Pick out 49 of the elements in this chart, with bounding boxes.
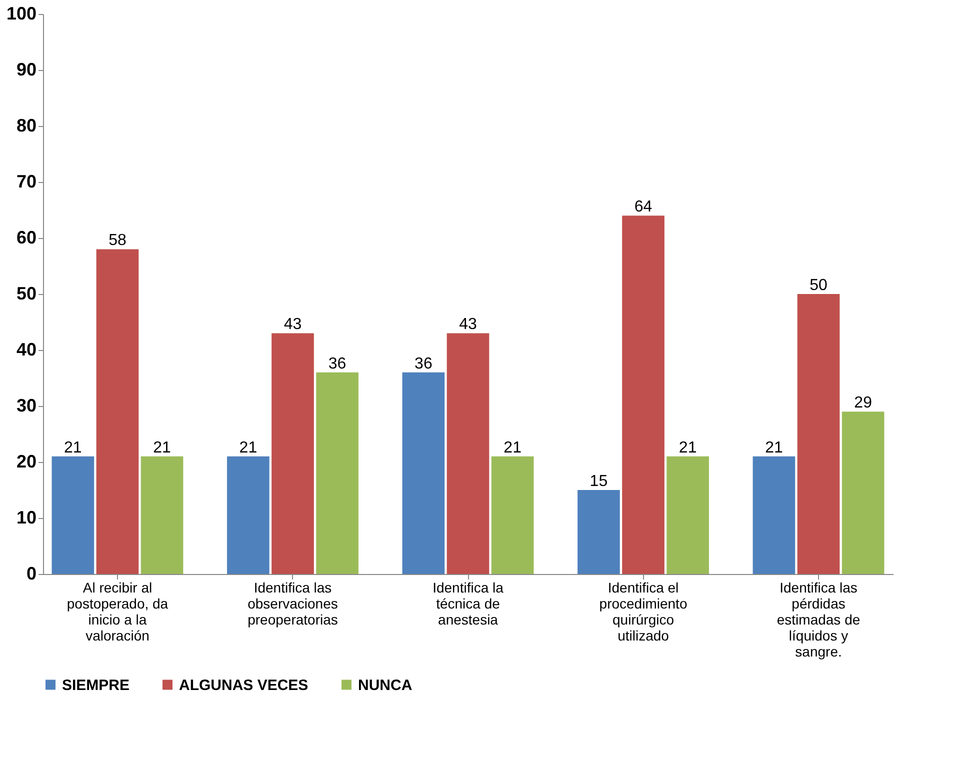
y-tick-label: 90	[16, 60, 36, 80]
x-tick-label: Identifica el procedimiento quirúrgico utilizado	[599, 580, 688, 644]
bar	[666, 456, 709, 574]
data-label: 21	[678, 439, 697, 456]
data-label: 43	[284, 316, 302, 334]
data-label: 58	[108, 232, 126, 250]
x-tick-label: Al recibir al postoperado, da inicio a la valoración	[66, 580, 168, 644]
bar	[140, 456, 184, 574]
data-label: 43	[459, 316, 477, 334]
bar	[272, 333, 314, 574]
bar	[52, 456, 94, 574]
data-label: 36	[414, 355, 432, 372]
bar	[446, 333, 490, 574]
data-label: 64	[634, 198, 652, 216]
x-tick-label: Identifica las pérdidas estimadas de líquidos y sangre.	[776, 580, 860, 660]
legend-label: ALGUNAS VECES	[179, 676, 308, 694]
x-tick-label: Identifica la técnica de anestesia	[432, 580, 504, 628]
bar	[316, 372, 358, 574]
data-label: 21	[765, 439, 783, 456]
y-tick-label: 50	[16, 284, 36, 304]
data-label: 21	[239, 439, 258, 456]
data-label: 21	[64, 439, 82, 456]
y-tick-label: 40	[16, 340, 36, 360]
y-tick-label: 70	[16, 172, 36, 192]
bar	[622, 216, 664, 574]
legend-label: NUNCA	[358, 676, 412, 694]
data-label: 21	[504, 439, 522, 456]
bar	[842, 412, 884, 574]
bar	[491, 456, 534, 574]
bar	[578, 490, 620, 574]
y-tick-label: 0	[26, 564, 36, 584]
data-label: 36	[328, 355, 346, 372]
bar	[752, 456, 796, 574]
data-label: 15	[590, 473, 608, 490]
y-tick-label: 100	[6, 4, 36, 24]
data-label: 21	[153, 439, 172, 456]
y-tick-label: 20	[16, 452, 36, 472]
x-tick-label: Identifica las observaciones preoperatorias	[248, 580, 338, 628]
data-label: 50	[810, 277, 828, 294]
bar	[402, 372, 445, 574]
bar	[96, 249, 139, 574]
y-tick-label: 10	[16, 508, 36, 528]
y-tick-label: 30	[16, 396, 36, 416]
y-tick-label: 60	[16, 228, 36, 248]
bar	[227, 456, 270, 574]
y-tick-label: 80	[16, 116, 36, 136]
data-label: 29	[854, 394, 872, 412]
bar	[797, 294, 840, 574]
legend-label: SIEMPRE	[62, 676, 130, 694]
